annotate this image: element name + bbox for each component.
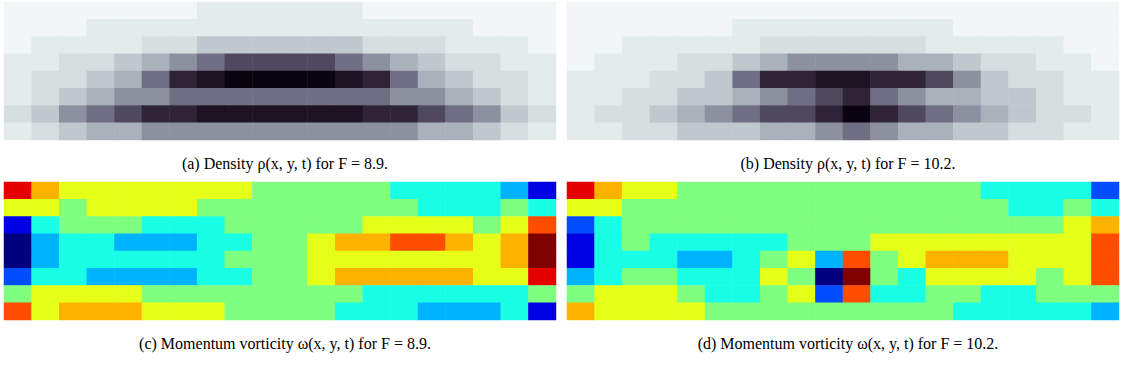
- svg-text:(b) Density ρ(x, y, t) for F =: (b) Density ρ(x, y, t) for F = 10.2.: [740, 155, 955, 173]
- svg-text:(d) Momentum vorticity ω(x, y,: (d) Momentum vorticity ω(x, y, t) for F …: [698, 335, 999, 353]
- svg-text:(a) Density ρ(x, y, t) for F =: (a) Density ρ(x, y, t) for F = 8.9.: [182, 155, 388, 173]
- svg-text:(c) Momentum vorticity ω(x, y,: (c) Momentum vorticity ω(x, y, t) for F …: [139, 335, 431, 353]
